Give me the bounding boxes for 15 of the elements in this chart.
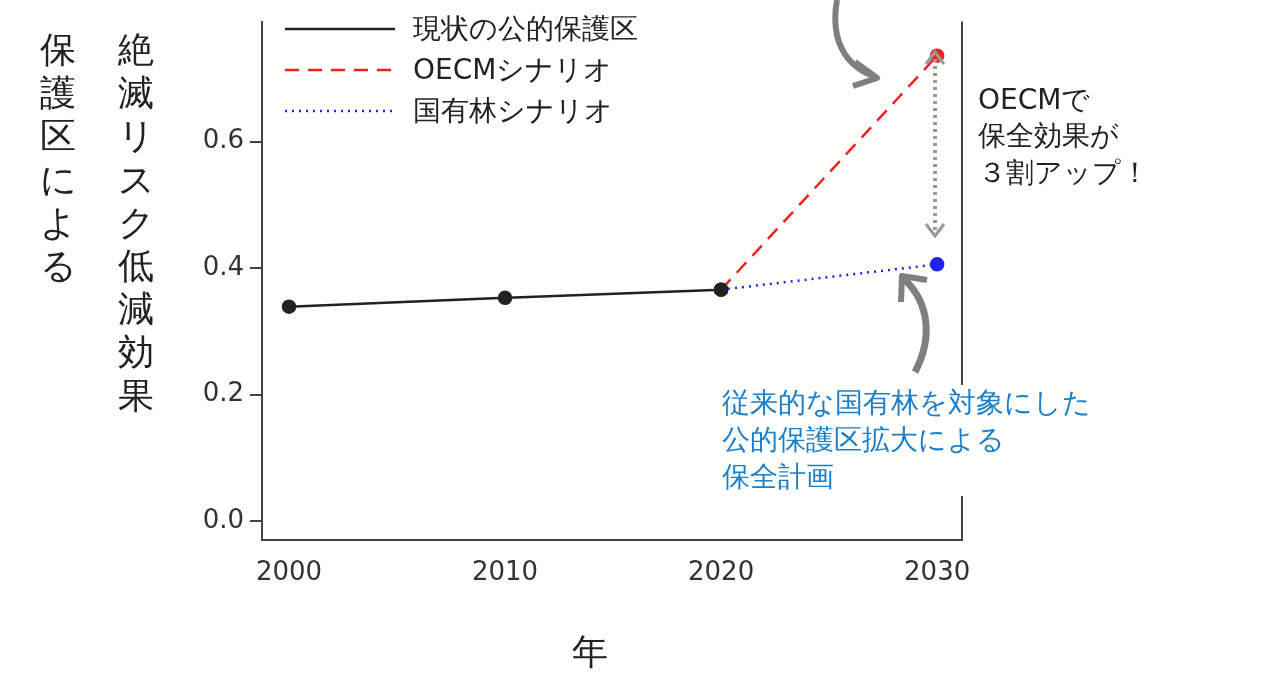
- y-tick-label: 0.2: [202, 377, 244, 408]
- legend-label: OECMシナリオ: [413, 51, 613, 88]
- legend-label: 国有林シナリオ: [413, 92, 613, 129]
- y-tick-label: 0.0: [202, 503, 244, 534]
- annotation: 従来的な国有林を対象にした公的保護区拡大による保全計画: [722, 385, 1095, 496]
- y-tick-label: 0.6: [202, 124, 244, 155]
- x-tick-label: 2010: [471, 556, 539, 587]
- legend-label: 現状の公的保護区: [413, 10, 638, 47]
- text: OECMで保全効果が３割アップ！: [978, 82, 1149, 191]
- x-tick-label: 2000: [255, 556, 323, 587]
- x-tick-label: 2020: [688, 556, 755, 587]
- text: 保護区による絶滅リスク低減効果: [40, 29, 155, 416]
- y-tick-label: 0.4: [202, 250, 244, 281]
- x-tick-label: 2030: [904, 556, 971, 587]
- x-axis-title: 年: [572, 630, 608, 674]
